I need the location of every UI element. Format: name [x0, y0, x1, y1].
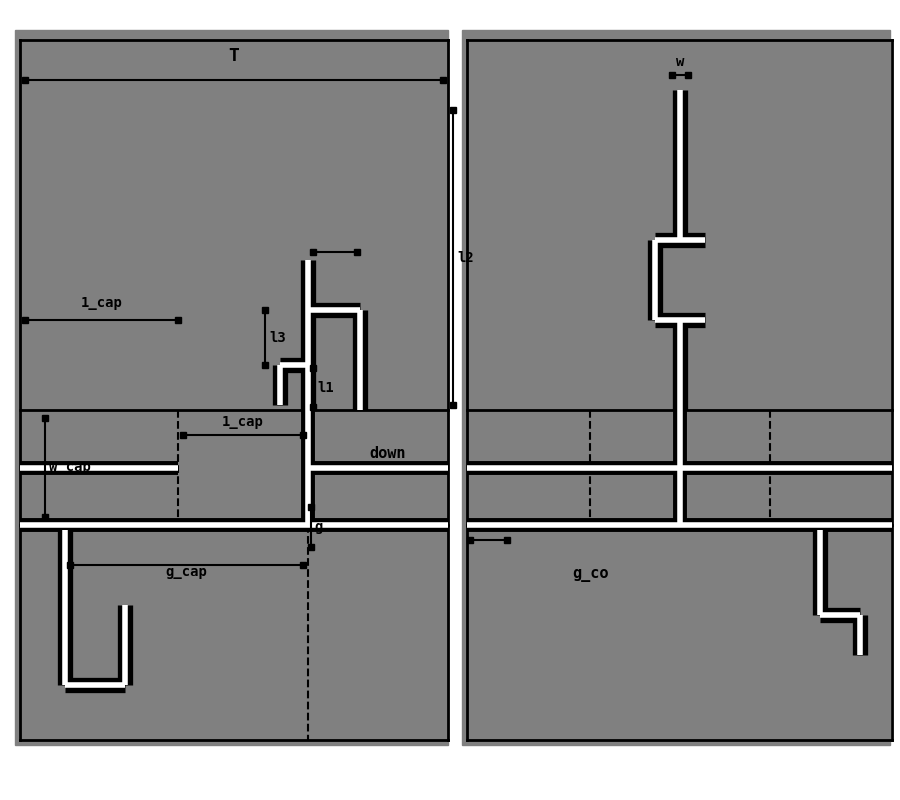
Text: g_cap: g_cap — [166, 565, 207, 579]
Text: l1: l1 — [317, 381, 334, 394]
Text: w_cap: w_cap — [49, 461, 91, 474]
Text: w: w — [676, 55, 684, 69]
Text: down: down — [370, 446, 406, 461]
Text: l3: l3 — [269, 330, 286, 345]
Text: 1_cap: 1_cap — [222, 415, 264, 429]
Text: T: T — [229, 47, 239, 65]
Text: 1_cap: 1_cap — [81, 296, 122, 310]
Bar — [462, 30, 890, 745]
Text: l2: l2 — [457, 250, 473, 265]
Text: g: g — [314, 520, 322, 534]
Bar — [15, 30, 448, 745]
Text: g_co: g_co — [572, 567, 608, 582]
